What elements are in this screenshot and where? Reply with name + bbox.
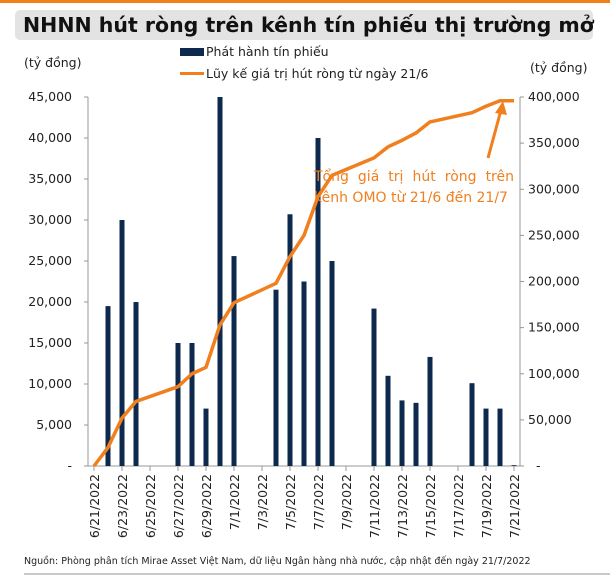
left-axis-tick-label: 30,000 bbox=[28, 212, 72, 227]
bar-7-7-2022 bbox=[315, 138, 321, 466]
x-axis-tick-label: 7/13/2022 bbox=[395, 474, 410, 538]
bar-7-4-2022 bbox=[273, 289, 279, 466]
right-axis-tick-label: 150,000 bbox=[528, 320, 580, 335]
legend-item-bars: Phát hành tín phiếu bbox=[180, 44, 329, 59]
bar-7-21-2022 bbox=[511, 465, 517, 466]
annotation-text: Tổng giá trị hút ròng trên kênh OMO từ 2… bbox=[314, 169, 514, 206]
x-axis-tick-label: 7/17/2022 bbox=[451, 474, 466, 538]
source-divider bbox=[24, 573, 610, 575]
left-axis-tick-label: 15,000 bbox=[28, 335, 72, 350]
chart-title: NHNN hút ròng trên kênh tín phiếu thị tr… bbox=[15, 10, 594, 40]
bar-6-27-2022 bbox=[175, 343, 181, 466]
bar-7-5-2022 bbox=[287, 214, 293, 466]
x-axis-tick-label: 7/1/2022 bbox=[227, 474, 242, 530]
left-axis-tick-label: 25,000 bbox=[28, 253, 72, 268]
x-axis-tick-label: 7/7/2022 bbox=[311, 474, 326, 530]
x-axis-tick-label: 7/3/2022 bbox=[255, 474, 270, 530]
annotation-arrow-shaft bbox=[486, 109, 503, 159]
x-axis-tick-label: 7/9/2022 bbox=[339, 474, 354, 530]
bar-7-13-2022 bbox=[399, 400, 405, 466]
left-axis-tick-label: 45,000 bbox=[28, 89, 72, 104]
x-axis-tick-label: 6/25/2022 bbox=[143, 474, 158, 538]
source-note: Nguồn: Phòng phân tích Mirae Asset Việt … bbox=[24, 556, 531, 567]
legend-swatch-bar bbox=[180, 47, 204, 56]
right-axis-tick-label: - bbox=[536, 458, 541, 473]
legend-label: Lũy kế giá trị hút ròng từ ngày 21/6 bbox=[206, 66, 429, 81]
bar-6-30-2022 bbox=[217, 97, 223, 466]
right-axis-tick-label: 300,000 bbox=[528, 181, 580, 196]
bar-6-29-2022 bbox=[203, 408, 209, 466]
annotation-arrow-head bbox=[495, 101, 507, 115]
left-axis-tick-label: 10,000 bbox=[28, 376, 72, 391]
top-accent-bar bbox=[0, 0, 610, 3]
legend-label: Phát hành tín phiếu bbox=[206, 44, 329, 59]
left-axis-tick-label: 35,000 bbox=[28, 171, 72, 186]
legend-item-line: Lũy kế giá trị hút ròng từ ngày 21/6 bbox=[180, 66, 429, 81]
bar-7-8-2022 bbox=[329, 261, 335, 466]
x-axis-tick-label: 7/21/2022 bbox=[507, 474, 522, 538]
left-axis-tick-label: 20,000 bbox=[28, 294, 72, 309]
right-axis-tick-label: 100,000 bbox=[528, 366, 580, 381]
x-axis-tick-label: 6/27/2022 bbox=[171, 474, 186, 538]
bar-7-19-2022 bbox=[483, 408, 489, 466]
bar-7-11-2022 bbox=[371, 308, 377, 466]
left-axis-unit: (tỷ đồng) bbox=[24, 55, 82, 70]
right-axis-tick-label: 50,000 bbox=[528, 412, 572, 427]
right-axis-unit: (tỷ đồng) bbox=[530, 60, 588, 75]
cumulative-line bbox=[92, 98, 514, 468]
left-axis-tick-label: - bbox=[67, 458, 72, 473]
bar-7-1-2022 bbox=[231, 256, 237, 466]
bar-7-6-2022 bbox=[301, 281, 307, 466]
bar-6-23-2022 bbox=[119, 220, 125, 466]
x-axis-tick-label: 6/29/2022 bbox=[199, 474, 214, 538]
bar-7-14-2022 bbox=[413, 402, 419, 466]
bar-7-20-2022 bbox=[497, 408, 503, 466]
x-axis-tick-label: 7/5/2022 bbox=[283, 474, 298, 530]
right-axis-tick-label: 200,000 bbox=[528, 274, 580, 289]
bar-6-28-2022 bbox=[189, 343, 195, 466]
bar-6-24-2022 bbox=[133, 302, 139, 466]
x-axis-tick-label: 6/23/2022 bbox=[115, 474, 130, 538]
bar-7-15-2022 bbox=[427, 356, 433, 466]
right-axis-tick-label: 250,000 bbox=[528, 227, 580, 242]
bar-6-22-2022 bbox=[105, 306, 111, 466]
right-axis-tick-label: 350,000 bbox=[528, 135, 580, 150]
x-axis-tick-label: 6/21/2022 bbox=[87, 474, 102, 538]
left-axis-tick-label: 5,000 bbox=[36, 417, 72, 432]
right-axis-tick-label: 400,000 bbox=[528, 89, 580, 104]
legend-swatch-line bbox=[180, 72, 204, 75]
x-axis-tick-label: 7/11/2022 bbox=[367, 474, 382, 538]
bar-7-12-2022 bbox=[385, 375, 391, 466]
left-axis-tick-label: 40,000 bbox=[28, 130, 72, 145]
x-axis-tick-label: 7/19/2022 bbox=[479, 474, 494, 538]
x-axis-tick-label: 7/15/2022 bbox=[423, 474, 438, 538]
bar-7-18-2022 bbox=[469, 383, 475, 466]
